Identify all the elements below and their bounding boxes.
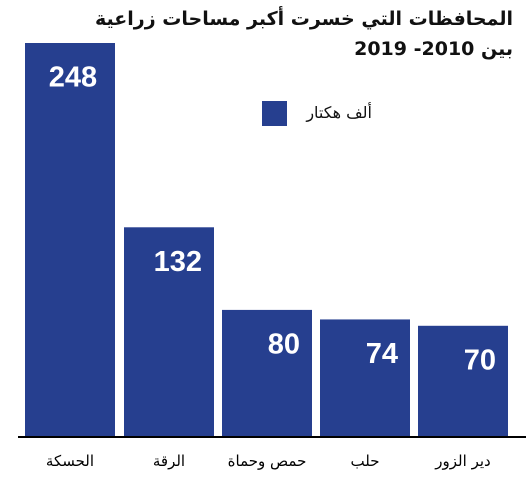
- bar: [222, 309, 312, 437]
- chart-title: المحافظات التي خسرت أكبر مساحات زراعية: [95, 8, 513, 30]
- legend-swatch: [262, 101, 287, 126]
- x-tick-label: حمص وحماة: [227, 452, 307, 470]
- value-label: 70: [464, 344, 496, 376]
- bar: [418, 325, 508, 437]
- x-tick-label: الحسكة: [45, 452, 95, 470]
- bar: [320, 319, 410, 437]
- x-tick-label: حلب: [350, 452, 380, 470]
- legend-label: ألف هكتار: [306, 103, 372, 122]
- bar: [124, 227, 214, 437]
- value-label: 132: [154, 246, 202, 278]
- bar: [25, 43, 115, 437]
- chart-subtitle: بين 2010- 2019: [354, 38, 513, 60]
- x-tick-label: الرقة: [152, 452, 186, 470]
- x-tick-label: دير الزور: [435, 452, 491, 470]
- value-label: 80: [268, 329, 300, 361]
- value-label: 248: [49, 62, 97, 94]
- value-label: 74: [366, 338, 398, 370]
